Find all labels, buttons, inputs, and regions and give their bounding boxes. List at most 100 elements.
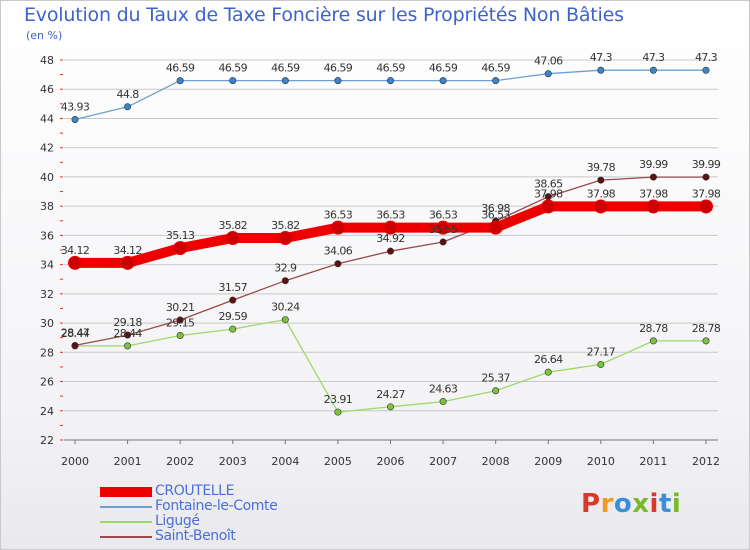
legend-swatch [100, 520, 152, 523]
data-label: 37.98 [639, 187, 668, 200]
data-point [386, 77, 394, 85]
data-point [439, 77, 447, 85]
data-point [386, 247, 394, 255]
data-point [436, 220, 451, 235]
data-point [439, 398, 447, 406]
data-label: 31.57 [219, 281, 248, 294]
data-label: 23.91 [324, 393, 353, 406]
data-label: 32.9 [274, 262, 297, 275]
data-label: 35.13 [166, 229, 195, 242]
data-point [646, 199, 661, 214]
y-tick-label: 34 [40, 259, 54, 272]
y-axis-unit: (en %) [26, 29, 63, 42]
data-label: 24.63 [429, 383, 458, 396]
data-point [597, 360, 605, 368]
data-label: 43.93 [61, 100, 90, 113]
x-tick-label: 2005 [324, 455, 352, 468]
data-label: 46.59 [429, 62, 458, 75]
data-point [281, 277, 289, 285]
data-label: 36.98 [481, 202, 510, 215]
data-point [124, 331, 132, 339]
data-label: 29.59 [219, 310, 248, 323]
data-point [281, 316, 289, 324]
y-tick-label: 32 [40, 288, 54, 301]
data-label: 44.8 [117, 88, 140, 101]
x-tick-label: 2000 [61, 455, 89, 468]
data-point [649, 337, 657, 345]
data-point [702, 66, 710, 74]
data-label: 46.59 [481, 62, 510, 75]
data-label: 47.3 [642, 51, 665, 64]
data-label: 28.47 [61, 326, 90, 339]
legend-swatch [100, 486, 152, 497]
x-tick-label: 2010 [587, 455, 615, 468]
data-label: 47.3 [695, 51, 718, 64]
data-point [334, 77, 342, 85]
x-tick-label: 2007 [429, 455, 457, 468]
data-point [702, 337, 710, 345]
data-label: 35.55 [429, 223, 458, 236]
data-point [597, 66, 605, 74]
data-point [330, 220, 345, 235]
data-point [71, 115, 79, 123]
data-label: 36.53 [429, 209, 458, 222]
data-point [492, 77, 500, 85]
data-label: 46.59 [376, 62, 405, 75]
data-point [488, 220, 503, 235]
data-point [593, 199, 608, 214]
data-point [649, 66, 657, 74]
data-label: 35.82 [271, 219, 300, 232]
data-label: 34.06 [324, 245, 353, 258]
data-point [383, 220, 398, 235]
data-point [173, 241, 188, 256]
data-label: 30.21 [166, 301, 195, 314]
data-point [649, 173, 657, 181]
data-label: 35.82 [219, 219, 248, 232]
data-point [544, 368, 552, 376]
data-label: 38.65 [534, 178, 563, 191]
y-tick-label: 46 [40, 83, 54, 96]
y-tick-label: 30 [40, 317, 54, 330]
data-label: 36.53 [481, 209, 510, 222]
data-label: 39.99 [639, 158, 668, 171]
x-tick-label: 2009 [534, 455, 562, 468]
legend-swatch [100, 505, 152, 508]
chart-title: Evolution du Taux de Taxe Foncière sur l… [24, 4, 624, 26]
data-point [68, 255, 82, 270]
data-label: 29.18 [113, 316, 142, 329]
y-tick-label: 38 [40, 200, 54, 213]
data-point [544, 70, 552, 78]
data-point [278, 231, 293, 246]
data-point [120, 255, 135, 270]
data-label: 36.53 [324, 209, 353, 222]
x-tick-label: 2003 [219, 455, 247, 468]
x-tick-label: 2001 [114, 455, 142, 468]
data-point [71, 341, 79, 349]
data-label: 47.06 [534, 55, 563, 68]
data-label: 34.12 [113, 244, 142, 257]
y-tick-label: 22 [40, 434, 54, 447]
data-label: 28.78 [692, 322, 721, 335]
data-point [597, 176, 605, 184]
data-label: 25.37 [481, 372, 510, 385]
data-point [124, 342, 132, 350]
data-point [386, 403, 394, 411]
data-label: 24.27 [376, 388, 405, 401]
data-point [176, 77, 184, 85]
data-label: 47.3 [590, 51, 613, 64]
x-tick-label: 2008 [482, 455, 510, 468]
data-point [334, 408, 342, 416]
data-point [281, 77, 289, 85]
legend-swatch [100, 535, 152, 538]
x-tick-label: 2004 [271, 455, 299, 468]
legend-label: Saint-Benoît [155, 528, 236, 544]
data-label: 37.98 [534, 187, 563, 200]
data-label: 26.64 [534, 353, 563, 366]
x-tick-label: 2002 [166, 455, 194, 468]
y-tick-label: 42 [40, 142, 54, 155]
data-label: 28.44 [61, 327, 90, 340]
data-label: 39.99 [692, 158, 721, 171]
data-point [541, 199, 556, 214]
data-label: 34.12 [61, 244, 90, 257]
